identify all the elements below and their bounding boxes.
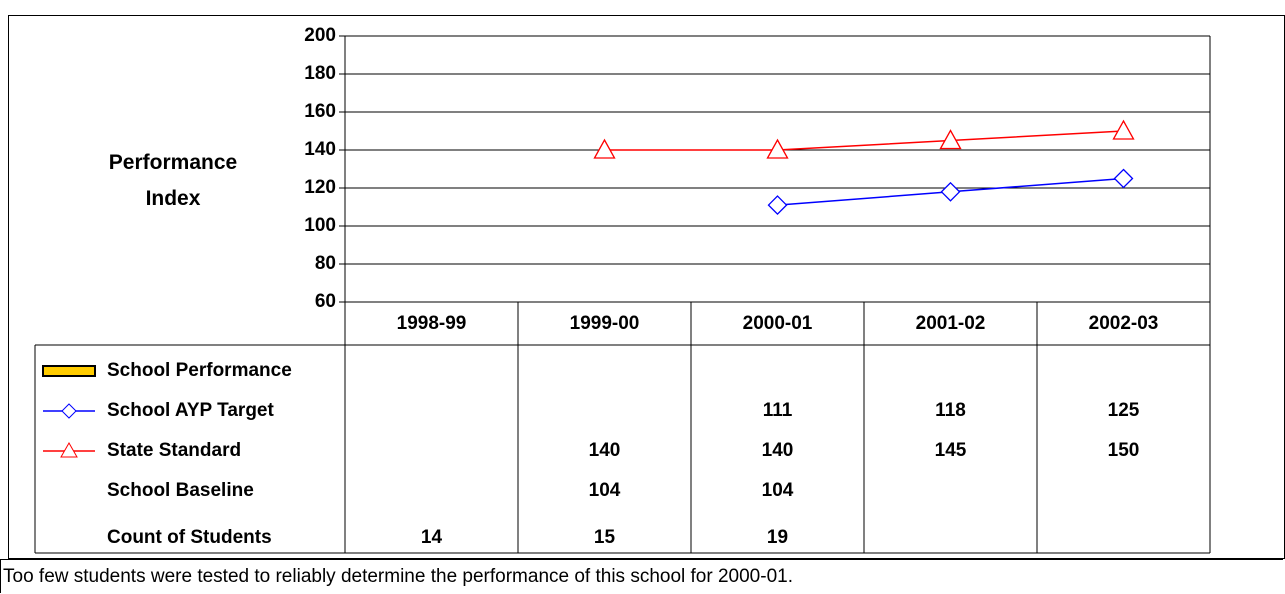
legend-marker [61,403,77,419]
y-tick-label: 200 [304,25,336,46]
table-value: 15 [594,527,616,548]
x-tick-label: 2000-01 [743,313,813,334]
legend-label: Count of Students [107,527,272,548]
legend-label: State Standard [107,440,241,461]
y-axis-title: Performance Index [108,151,238,210]
table-value: 118 [935,400,966,421]
legend-label: School Performance [107,360,292,381]
x-tick-label: 2002-03 [1089,313,1159,334]
legend-marker [60,441,78,458]
x-tick-label: 1998-99 [397,313,467,334]
chart-frame [8,15,1285,559]
y-tick-label: 100 [304,215,336,236]
table-value: 125 [1108,400,1140,421]
y-tick-label: 120 [304,177,336,198]
legend-label: School AYP Target [107,400,274,421]
y-tick-label: 60 [315,291,336,312]
table-value: 111 [763,400,793,421]
table-value: 104 [589,480,621,501]
point [1112,119,1135,140]
legend-swatch [42,365,96,377]
point [766,138,789,159]
table-value: 140 [762,440,794,461]
table-value: 150 [1108,440,1140,461]
table-value: 19 [767,527,788,548]
table-value: 140 [589,440,621,461]
legend-label: School Baseline [107,480,254,501]
y-tick-label: 160 [304,101,336,122]
point [940,181,961,202]
point [939,129,962,150]
point [1113,168,1134,189]
y-tick-label: 140 [304,139,336,160]
y-tick-label: 180 [304,63,336,84]
point [767,195,788,216]
table-value: 104 [762,480,794,501]
x-tick-label: 2001-02 [916,313,986,334]
x-tick-label: 1999-00 [570,313,640,334]
y-tick-label: 80 [315,253,336,274]
table-value: 14 [421,527,443,548]
line [604,130,1124,151]
footnote: Too few students were tested to reliably… [0,559,1283,593]
table-value: 145 [935,440,967,461]
point [593,138,616,159]
